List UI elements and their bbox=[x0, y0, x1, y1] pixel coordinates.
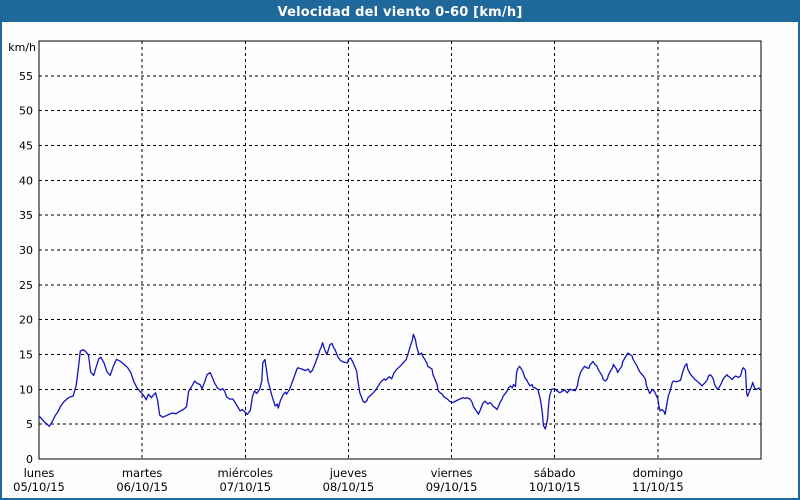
wind-speed-line bbox=[38, 333, 761, 430]
x-tick-day-name: domingo bbox=[633, 466, 683, 480]
y-tick-label: 55 bbox=[19, 70, 33, 83]
y-tick-label: 40 bbox=[19, 174, 33, 187]
y-tick-label: 50 bbox=[19, 105, 33, 118]
y-tick-label: 30 bbox=[19, 244, 33, 257]
x-tick-date: 10/10/15 bbox=[529, 480, 581, 494]
x-tick-day-name: sábado bbox=[534, 466, 576, 480]
y-tick-label: 5 bbox=[26, 418, 33, 431]
x-tick-day-name: lunes bbox=[24, 466, 55, 480]
y-tick-label: 10 bbox=[19, 383, 33, 396]
x-tick-day-name: miércoles bbox=[217, 466, 273, 480]
y-axis-unit-label: km/h bbox=[8, 41, 36, 54]
x-tick-date: 09/10/15 bbox=[426, 480, 478, 494]
x-tick-day-name: martes bbox=[122, 466, 163, 480]
y-tick-label: 45 bbox=[19, 140, 33, 153]
x-tick-date: 11/10/15 bbox=[632, 480, 684, 494]
x-tick-date: 07/10/15 bbox=[219, 480, 271, 494]
x-tick-date: 06/10/15 bbox=[116, 480, 168, 494]
x-tick-date: 08/10/15 bbox=[323, 480, 375, 494]
plot-frame bbox=[38, 40, 762, 460]
y-tick-label: 25 bbox=[19, 279, 33, 292]
chart-title: Velocidad del viento 0-60 [km/h] bbox=[277, 4, 523, 20]
x-tick-day-name: jueves bbox=[329, 466, 367, 480]
title-bar: Velocidad del viento 0-60 [km/h] bbox=[2, 2, 798, 22]
x-tick-day-name: viernes bbox=[431, 466, 473, 480]
y-tick-label: 0 bbox=[26, 453, 33, 466]
y-tick-label: 35 bbox=[19, 209, 33, 222]
x-tick-date: 05/10/15 bbox=[13, 480, 65, 494]
y-tick-label: 20 bbox=[19, 314, 33, 327]
y-tick-label: 15 bbox=[19, 349, 33, 362]
